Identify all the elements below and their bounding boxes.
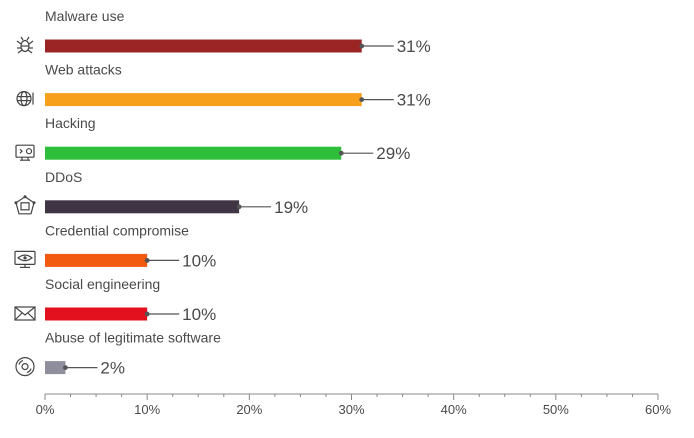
leader-dot (144, 258, 150, 263)
category-label: Abuse of legitimate software (45, 330, 221, 346)
monitor-code-icon (15, 144, 35, 161)
category-label: DDoS (45, 169, 82, 185)
value-label: 19% (274, 198, 308, 217)
bar (45, 39, 362, 53)
value-label: 2% (100, 359, 125, 378)
leader-dot (359, 97, 365, 102)
bar (45, 200, 240, 214)
category-label: Social engineering (45, 276, 160, 292)
monitor-eye-icon (14, 250, 36, 268)
leader-dot (236, 204, 242, 210)
leader-dot (338, 150, 344, 156)
category-label: Malware use (45, 8, 125, 24)
globe-icon (16, 90, 34, 107)
x-tick-label: 10% (134, 402, 160, 417)
category-labels: Malware use Web attacks Hacking DDoS Credent… (45, 8, 221, 346)
x-tick-label: 50% (543, 402, 569, 417)
disc-icon (15, 357, 35, 377)
category-label: Credential compromise (45, 222, 189, 238)
x-tick-label: 40% (441, 402, 467, 417)
category-label: Web attacks (45, 62, 122, 78)
x-tick-label: 0% (36, 402, 55, 417)
network-device-icon (14, 195, 36, 215)
value-label: 31% (397, 91, 431, 110)
bar (45, 253, 148, 267)
x-axis: 0% 10% 20% 30% 40% 50% 60% (36, 393, 671, 417)
x-tick-label: 60% (645, 402, 671, 417)
bar (45, 361, 66, 375)
value-label: 10% (182, 251, 216, 270)
bar (45, 146, 342, 160)
value-label: 31% (397, 37, 431, 56)
bug-icon (16, 36, 34, 54)
bar (45, 93, 362, 107)
value-label: 29% (376, 144, 410, 163)
leader-dot (63, 365, 68, 370)
category-label: Hacking (45, 115, 96, 131)
bars (45, 39, 362, 375)
value-labels: 31% 31% 29% 19% 10% 10% 2% (100, 37, 430, 378)
x-tick-label: 30% (338, 402, 364, 417)
leader-dot (359, 43, 365, 49)
bar (45, 307, 148, 321)
value-label: 10% (182, 305, 216, 324)
leader-dot (144, 311, 150, 317)
category-icons (14, 36, 36, 377)
x-tick-label: 20% (236, 402, 262, 417)
envelope-icon (14, 306, 36, 321)
value-leaders (63, 43, 394, 370)
